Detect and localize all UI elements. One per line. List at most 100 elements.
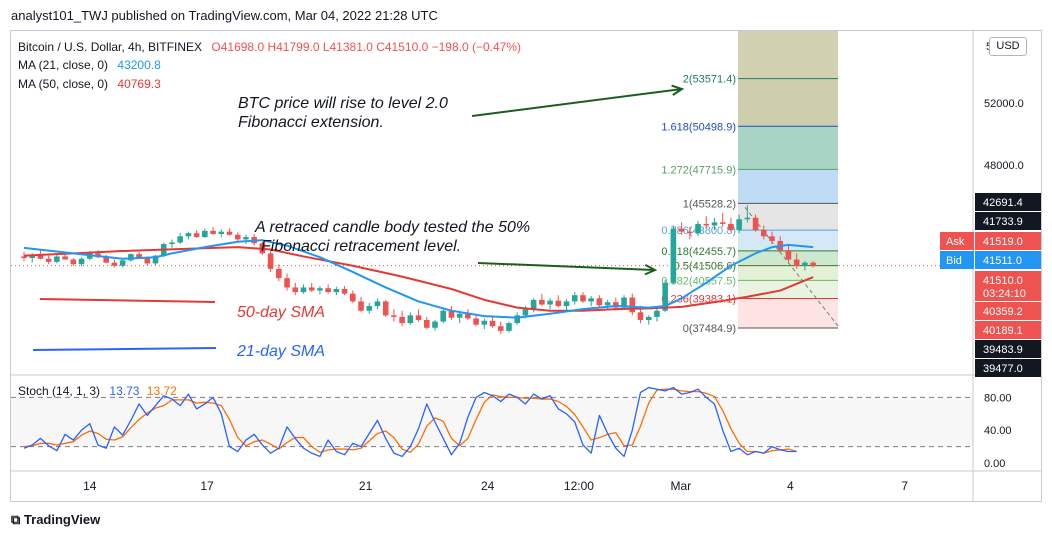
candle-body[interactable] [506,323,512,331]
candle-body[interactable] [596,298,603,306]
candle-body[interactable] [522,309,529,316]
legend-ma50-row[interactable]: MA (50, close, 0) 40769.3 [18,77,161,91]
candle-body[interactable] [670,228,677,283]
price-tag[interactable]: 41511.0 Bid [940,251,1041,269]
candle-body[interactable] [604,302,611,306]
candle-body[interactable] [744,217,751,220]
candle-body[interactable] [70,259,77,265]
candle-body[interactable] [54,256,60,262]
candle-body[interactable] [810,262,816,266]
candle-body[interactable] [37,254,44,259]
candle-body[interactable] [645,316,652,320]
candle-body[interactable] [234,234,241,240]
candle-body[interactable] [210,230,216,234]
price-tag[interactable]: 41519.0 Ask [940,232,1041,250]
candle-body[interactable] [555,300,562,307]
legend-ma21-row[interactable]: MA (21, close, 0) 43200.8 [18,58,161,72]
candle-body[interactable] [654,310,660,317]
candle-body[interactable] [136,254,142,258]
candle-body[interactable] [448,310,455,318]
candle-body[interactable] [687,231,693,234]
candle-body[interactable] [580,295,586,302]
candle-body[interactable] [473,318,479,325]
candle-body[interactable] [407,315,414,324]
candle-body[interactable] [152,255,159,264]
candle-body[interactable] [465,313,471,319]
candle-body[interactable] [497,326,504,331]
candle-body[interactable] [703,223,710,226]
candle-body[interactable] [202,230,208,238]
currency-button[interactable]: USD [989,37,1027,56]
candle-body[interactable] [711,222,718,226]
price-tag[interactable]: 40359.2 [975,302,1041,320]
candle-body[interactable] [662,282,668,311]
legend-symbol[interactable]: Bitcoin / U.S. Dollar, 4h, BITFINEX [18,40,203,54]
candle-body[interactable] [103,257,109,263]
candle-body[interactable] [29,254,36,258]
candle-body[interactable] [752,217,759,231]
candle-body[interactable] [185,233,192,237]
price-tag[interactable]: 42691.4 [975,193,1041,211]
candle-body[interactable] [728,223,734,231]
candle-body[interactable] [284,278,290,288]
candle-body[interactable] [144,258,151,264]
candle-body[interactable] [300,287,307,293]
price-tag[interactable]: 41733.9 [975,212,1041,230]
candle-body[interactable] [793,259,800,266]
candle-body[interactable] [415,315,422,320]
candle-body[interactable] [292,287,299,293]
ma50-line[interactable] [23,246,814,312]
candle-body[interactable] [399,316,405,324]
candle-body[interactable] [571,295,578,302]
candle-body[interactable] [366,306,373,311]
candle-body[interactable] [769,236,775,241]
candle-body[interactable] [621,297,627,308]
candle-body[interactable] [547,300,553,305]
price-tag[interactable]: 40189.1 [975,321,1041,339]
candle-body[interactable] [358,301,364,311]
candle-body[interactable] [613,302,619,308]
candle-body[interactable] [637,312,644,320]
candle-body[interactable] [193,233,200,238]
candle-body[interactable] [177,236,183,243]
candle-body[interactable] [588,298,594,302]
candle-body[interactable] [563,301,570,307]
price-tag[interactable]: 41510.003:24:10 [975,271,1041,301]
candle-body[interactable] [350,293,356,302]
candle-body[interactable] [489,320,496,327]
candle-body[interactable] [45,258,52,262]
candle-body[interactable] [341,289,348,294]
candle-body[interactable] [785,250,792,260]
candle-body[interactable] [374,301,381,307]
price-tag[interactable]: 39477.0 [975,359,1041,377]
tradingview-logo[interactable]: ⧉ TradingView [11,512,100,528]
candle-body[interactable] [21,256,27,258]
candle-body[interactable] [119,260,126,266]
candle-body[interactable] [423,320,430,328]
candle-body[interactable] [514,315,520,324]
candle-body[interactable] [62,256,68,260]
candle-body[interactable] [736,219,742,231]
candle-body[interactable] [243,237,249,240]
candle-body[interactable] [456,313,463,318]
candle-body[interactable] [539,299,545,305]
candle-body[interactable] [761,230,767,237]
candle-body[interactable] [719,222,726,224]
candle-body[interactable] [382,301,389,316]
candle-body[interactable] [218,231,225,234]
candle-body[interactable] [325,288,331,293]
candle-body[interactable] [128,254,134,261]
candle-body[interactable] [391,315,397,317]
candle-body[interactable] [317,288,323,291]
legend-stoch-row[interactable]: Stoch (14, 1, 3) 13.73 13.72 [18,384,177,398]
candle-body[interactable] [802,262,808,266]
candle-body[interactable] [169,242,175,245]
candle-body[interactable] [78,258,85,265]
candle-body[interactable] [481,320,488,325]
candle-body[interactable] [111,262,118,266]
ma21-line[interactable] [23,239,814,319]
candle-body[interactable] [530,299,537,310]
candle-body[interactable] [695,223,701,234]
candle-body[interactable] [333,289,340,293]
